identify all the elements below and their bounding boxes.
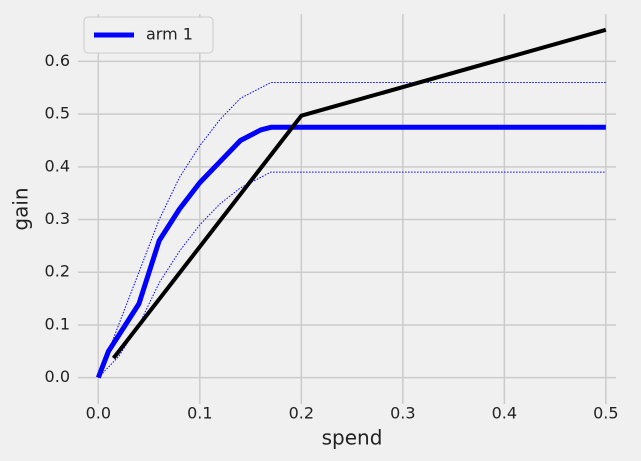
y-tick-label: 0.4 bbox=[45, 156, 70, 175]
x-tick-label: 0.5 bbox=[593, 404, 618, 423]
x-tick-label: 0.1 bbox=[187, 404, 212, 423]
y-tick-label: 0.6 bbox=[45, 51, 70, 70]
x-tick-label: 0.4 bbox=[492, 404, 517, 423]
x-axis-label: spend bbox=[322, 426, 383, 450]
y-tick-label: 0.3 bbox=[45, 209, 70, 228]
x-tick-label: 0.0 bbox=[86, 404, 111, 423]
y-tick-label: 0.2 bbox=[45, 262, 70, 281]
series-line bbox=[95, 124, 606, 379]
y-tick-label: 0.5 bbox=[45, 104, 70, 123]
x-tick-label: 0.3 bbox=[390, 404, 415, 423]
y-tick-label: 0.0 bbox=[45, 367, 70, 386]
y-axis-label: gain bbox=[9, 187, 33, 230]
legend-label: arm 1 bbox=[146, 25, 193, 44]
legend-box bbox=[83, 16, 214, 54]
series-line bbox=[111, 27, 607, 360]
y-tick-label: 0.1 bbox=[45, 314, 70, 333]
x-tick-label: 0.2 bbox=[289, 404, 314, 423]
series-line bbox=[97, 82, 606, 378]
